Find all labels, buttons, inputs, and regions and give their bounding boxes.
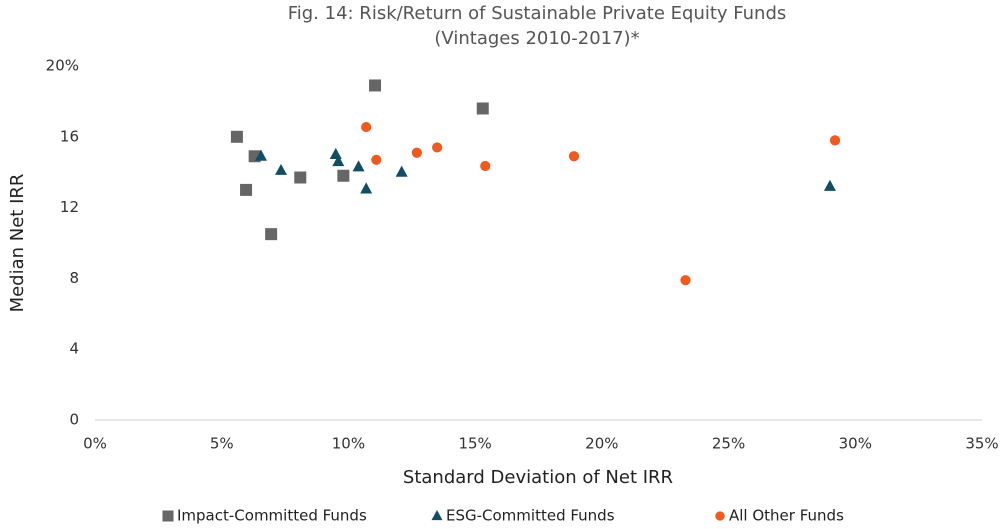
marker-triangle [254,149,267,161]
marker-circle [371,154,382,165]
marker-circle [680,275,691,286]
marker-triangle [332,154,345,167]
marker-circle [829,135,841,146]
marker-circle [568,151,580,162]
marker-square [230,130,243,143]
x-tick-label: 10% [332,435,365,453]
chart-subtitle: (Vintages 2010-2017)* [434,28,639,49]
x-tick-label: 35% [965,435,998,453]
x-axis-label: Standard Deviation of Net IRR [403,467,673,488]
marker-circle [480,160,491,172]
y-tick-label: 8 [69,269,79,287]
marker-circle [411,147,422,158]
y-tick-label: 20% [46,57,79,75]
y-tick-label: 0 [69,411,79,429]
marker-triangle [275,163,288,175]
marker-square [265,228,278,241]
marker-square [369,79,382,92]
x-tick-label: 0% [83,435,107,453]
x-tick-label: 5% [210,435,234,453]
marker-circle [715,511,725,521]
chart-title: Fig. 14: Risk/Return of Sustainable Priv… [288,3,787,24]
marker-triangle [823,179,836,191]
marker-circle [432,142,443,153]
marker-triangle [329,147,342,159]
legend-text: ESG-Committed Funds [446,507,615,525]
y-tick-label: 16 [60,127,79,145]
marker-triangle [352,160,365,172]
marker-square [337,169,350,182]
y-axis-label: Median Net IRR [7,174,28,313]
x-tick-label: 20% [585,435,618,453]
x-tick-label: 25% [712,435,745,453]
marker-square [240,183,253,196]
marker-triangle [395,165,408,177]
x-tick-label: 15% [458,435,491,453]
marker-square [476,102,489,115]
marker-triangle [360,182,373,194]
legend-text: Impact-Committed Funds [177,507,367,525]
marker-circle [361,121,372,133]
marker-triangle [431,509,443,521]
legend-text: All Other Funds [729,507,844,525]
marker-square [294,171,307,184]
y-tick-label: 4 [69,340,79,358]
x-tick-label: 30% [839,435,872,453]
marker-square [162,510,174,522]
y-tick-label: 12 [60,198,79,216]
